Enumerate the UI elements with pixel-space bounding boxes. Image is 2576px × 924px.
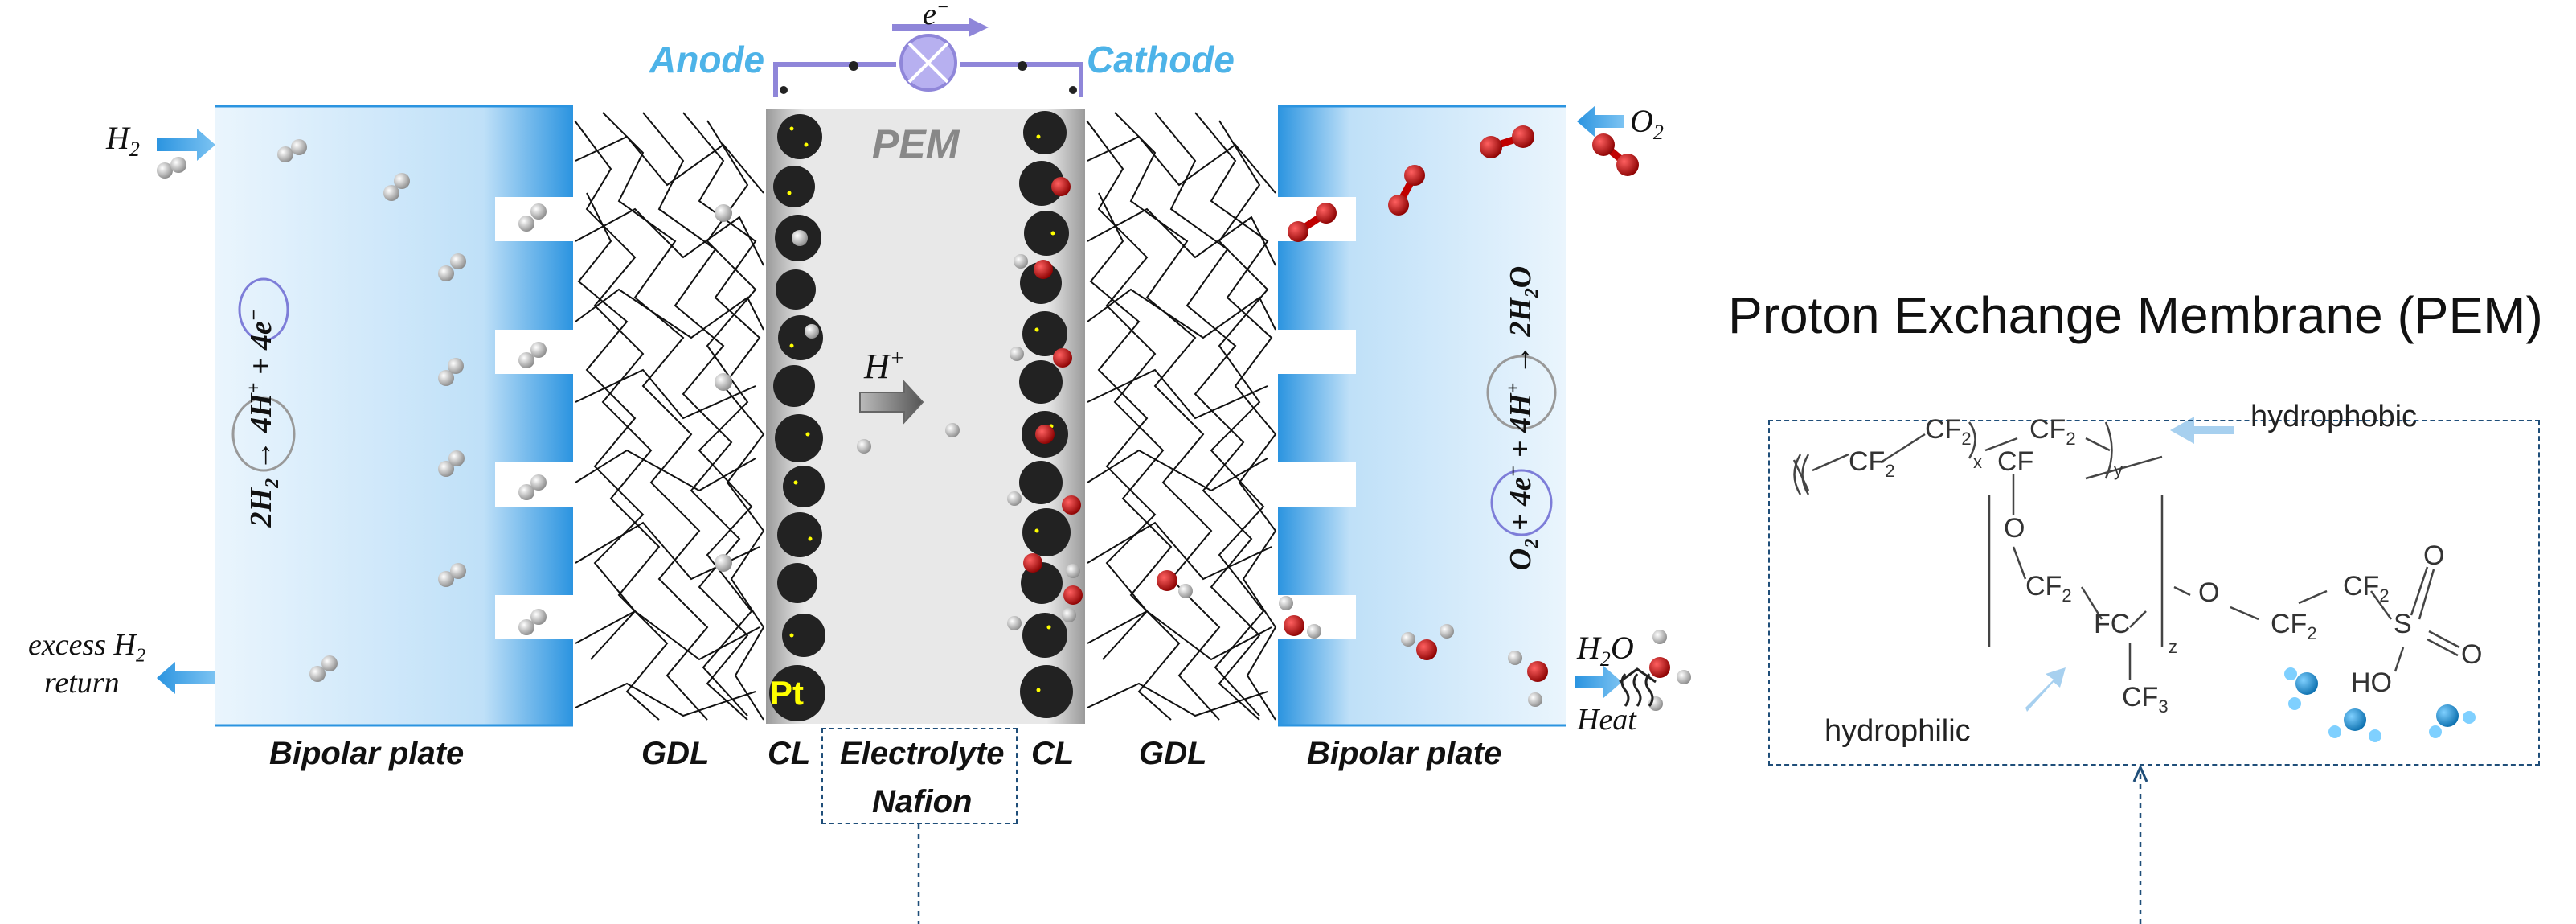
- excess-h2-label: excess H2: [28, 628, 145, 667]
- external-circuit: [773, 18, 1083, 97]
- pem-structure-box: [1768, 420, 2540, 766]
- chem-cf2-1: CF2: [1849, 446, 1895, 481]
- o2-inlet-label: O2: [1630, 103, 1664, 144]
- chem-cf2-5: CF2: [2271, 609, 2317, 643]
- dashed-connectors: [917, 774, 2140, 924]
- hydrophilic-label: hydrophilic: [1824, 714, 1971, 748]
- chem-cf2-2: CF2: [1925, 414, 1972, 449]
- heat-icon: [1619, 667, 1657, 707]
- gdl-right-label: GDL: [1139, 736, 1207, 771]
- bipolar-plate-left: [215, 105, 573, 727]
- flow-arrows: [157, 105, 1624, 698]
- cl-left-label: CL: [768, 736, 811, 771]
- cathode-reaction-equation: O2 + 4e− + 4H+ → 2H2O: [1503, 265, 1542, 571]
- chem-fc: FC: [2094, 609, 2131, 639]
- gdl-left: [573, 109, 766, 724]
- pem-title: Proton Exchange Membrane (PEM): [1728, 286, 2543, 344]
- anode-label: Anode: [649, 39, 765, 80]
- chem-s: S: [2394, 609, 2412, 639]
- chem-o-2: O: [2198, 577, 2220, 608]
- anode-reaction-equation: 2H2 → 4H+ + 4e−: [244, 309, 283, 528]
- heat-label: Heat: [1577, 703, 1636, 737]
- hydrogen-molecules: [157, 139, 1028, 682]
- pt-label: Pt: [770, 674, 804, 712]
- chem-cf: CF: [1997, 446, 2034, 477]
- proton-label: H+: [864, 346, 905, 386]
- cl-right-label: CL: [1031, 736, 1075, 771]
- gdl-left-label: GDL: [641, 736, 710, 771]
- chem-o-3: O: [2423, 540, 2445, 571]
- water-molecules: [1062, 564, 1691, 711]
- return-label: return: [44, 666, 120, 700]
- cathode-label: Cathode: [1087, 39, 1235, 80]
- pem-label: PEM: [872, 121, 960, 166]
- electron-label: e−: [923, 0, 950, 31]
- bipolar-plate-left-label: Bipolar plate: [269, 736, 465, 771]
- chem-y: y: [2114, 460, 2123, 480]
- chem-o-4: O: [2461, 639, 2483, 670]
- nafion-structure: [1792, 421, 2460, 680]
- hydrophilic-arrow: [2025, 667, 2066, 712]
- bipolar-plate-right: [1278, 105, 1566, 727]
- chem-cf2-4: CF2: [2025, 571, 2072, 606]
- chem-z: z: [2169, 637, 2177, 657]
- chem-x: x: [1973, 452, 1982, 472]
- h2o-outlet-label: H2O: [1577, 630, 1634, 671]
- hydrophobic-arrow: [2170, 417, 2234, 444]
- pem-water-molecules: [2284, 667, 2476, 742]
- oxygen-molecules: [1023, 125, 1639, 605]
- electrolyte-box: [821, 728, 1018, 824]
- h2-inlet-label: H2: [106, 120, 140, 161]
- chem-ho: HO: [2351, 667, 2392, 698]
- electrolyte-label: Electrolyte: [840, 736, 1005, 771]
- chem-cf2-6: CF2: [2343, 571, 2390, 606]
- catalyst-layer-left: [769, 114, 825, 721]
- hydrophobic-label: hydrophobic: [2250, 400, 2418, 433]
- nafion-label: Nafion: [872, 784, 973, 819]
- chem-cf2-3: CF2: [2029, 414, 2076, 449]
- equation-highlights: [231, 277, 1557, 536]
- bipolar-plate-right-label: Bipolar plate: [1307, 736, 1502, 771]
- chem-cf3: CF3: [2122, 682, 2169, 717]
- gdl-right: [1085, 109, 1278, 724]
- chem-o-1: O: [2004, 513, 2025, 544]
